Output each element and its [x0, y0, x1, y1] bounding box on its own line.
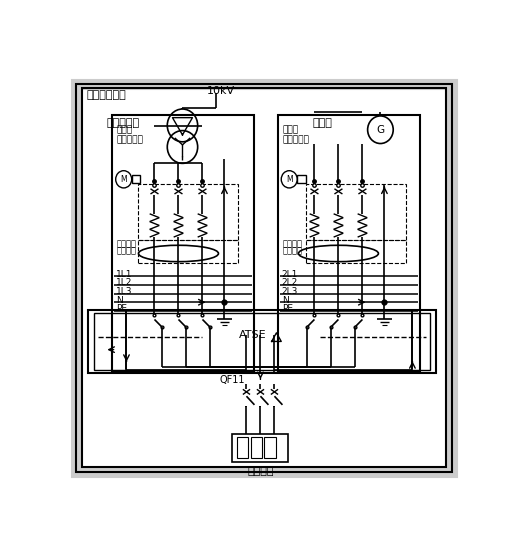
Bar	[297, 175, 306, 183]
Text: PE: PE	[116, 304, 127, 313]
Text: 變壓器: 變壓器	[117, 125, 133, 134]
Bar	[305, 240, 406, 263]
Bar	[94, 313, 430, 370]
Text: 進線斷路器: 進線斷路器	[282, 135, 309, 144]
Text: 1L3: 1L3	[116, 287, 132, 296]
Bar	[232, 433, 288, 462]
Text: QF11: QF11	[220, 375, 245, 385]
Bar	[112, 115, 254, 371]
Text: 10kV: 10kV	[206, 86, 235, 96]
Text: 2L3: 2L3	[282, 287, 298, 296]
Bar	[132, 175, 140, 183]
Text: 發電機: 發電機	[312, 118, 332, 128]
Text: 1L2: 1L2	[116, 278, 132, 287]
Bar	[138, 184, 238, 240]
Text: 1L1: 1L1	[116, 270, 132, 279]
Bar	[251, 437, 262, 458]
Bar	[265, 437, 276, 458]
Text: 電流檢測: 電流檢測	[117, 246, 137, 255]
Text: G: G	[376, 125, 384, 135]
Text: 2L1: 2L1	[282, 270, 298, 279]
Text: 接地故障: 接地故障	[117, 240, 137, 249]
Text: 同一座配電所: 同一座配電所	[87, 90, 126, 100]
Text: 2L2: 2L2	[282, 278, 298, 287]
Bar	[82, 88, 446, 468]
Text: 用電設備: 用電設備	[247, 466, 273, 476]
Text: M: M	[120, 175, 127, 184]
Text: 電力變壓器: 電力變壓器	[106, 118, 140, 128]
Bar	[138, 240, 238, 263]
Text: M: M	[286, 175, 293, 184]
Bar	[305, 184, 406, 240]
Bar	[89, 310, 437, 374]
Text: 進線斷路器: 進線斷路器	[117, 135, 143, 144]
Text: N: N	[116, 296, 122, 305]
Text: N: N	[282, 296, 288, 305]
Bar	[279, 115, 421, 371]
Bar	[237, 437, 249, 458]
Text: 發電機: 發電機	[282, 125, 299, 134]
Text: ATSE: ATSE	[238, 330, 266, 340]
Text: 接地故障: 接地故障	[282, 240, 302, 249]
Text: PE: PE	[282, 304, 293, 313]
Text: 電流檢測: 電流檢測	[282, 246, 302, 255]
